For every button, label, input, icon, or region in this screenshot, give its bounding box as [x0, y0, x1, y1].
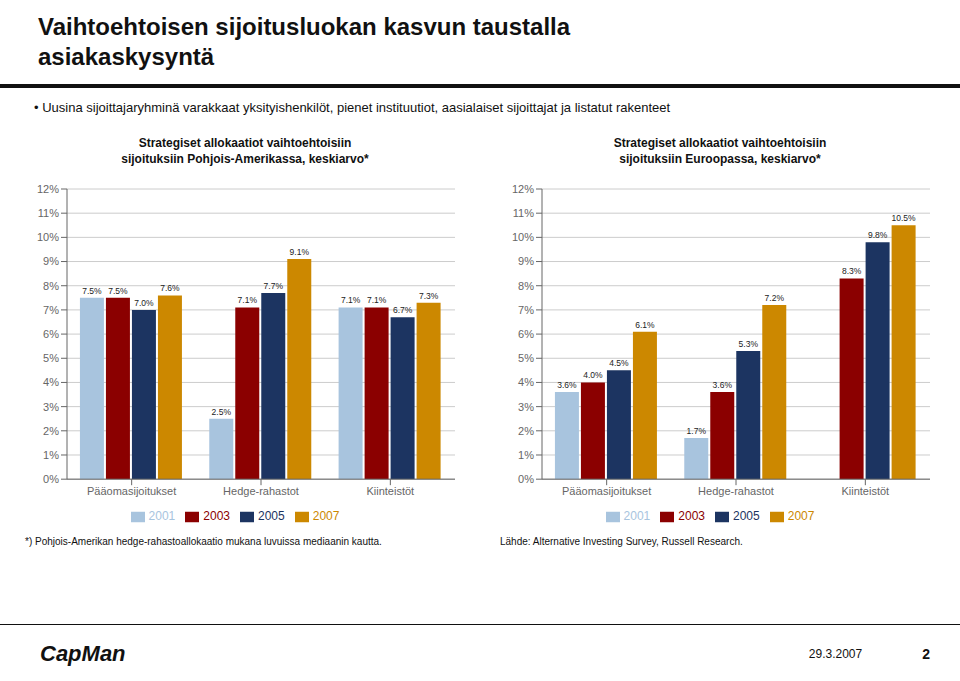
svg-text:2%: 2% — [518, 425, 534, 437]
html-text:CapMan: CapMan — [40, 640, 126, 666]
svg-text:Kiinteistöt: Kiinteistöt — [366, 485, 414, 497]
svg-text:5.3%: 5.3% — [739, 339, 759, 349]
svg-text:3%: 3% — [518, 401, 534, 413]
svg-text:6%: 6% — [518, 328, 534, 340]
svg-text:8%: 8% — [43, 280, 59, 292]
svg-text:Hedge-rahastot: Hedge-rahastot — [223, 485, 299, 497]
svg-text:1%: 1% — [43, 449, 59, 461]
svg-text:Kiinteistöt: Kiinteistöt — [841, 485, 889, 497]
svg-text:11%: 11% — [513, 207, 534, 219]
html-text:2003: 2003 — [203, 509, 230, 524]
svg-text:7.7%: 7.7% — [264, 281, 284, 291]
svg-text:Pääomasijoitukset: Pääomasijoitukset — [87, 485, 176, 497]
svg-text:10.5%: 10.5% — [892, 213, 917, 223]
svg-text:5%: 5% — [43, 352, 59, 364]
html-text:Strategiset allokaatiot vaihto: Strategiset allokaatiot vaihtoehtoisiin … — [613, 136, 827, 166]
html-text:2: 2 — [922, 645, 930, 662]
svg-text:3.6%: 3.6% — [713, 380, 733, 390]
svg-text:7.6%: 7.6% — [160, 283, 180, 293]
svg-text:3.6%: 3.6% — [557, 380, 577, 390]
svg-text:7.3%: 7.3% — [419, 291, 439, 301]
svg-text:5%: 5% — [518, 352, 534, 364]
svg-text:11%: 11% — [38, 207, 59, 219]
svg-text:7.2%: 7.2% — [765, 293, 785, 303]
html-text:2001: 2001 — [623, 509, 651, 524]
svg-text:Hedge-rahastot: Hedge-rahastot — [698, 485, 774, 497]
svg-text:6.7%: 6.7% — [393, 305, 413, 315]
svg-text:2.5%: 2.5% — [212, 407, 232, 417]
svg-text:4%: 4% — [518, 376, 534, 388]
svg-text:7.5%: 7.5% — [82, 286, 102, 296]
svg-text:1.7%: 1.7% — [687, 426, 707, 436]
html-text:2005: 2005 — [258, 509, 285, 524]
html-text:2007: 2007 — [787, 509, 815, 524]
html-text:2003: 2003 — [678, 509, 705, 524]
svg-text:9.8%: 9.8% — [868, 230, 888, 240]
html-text:Vaihtoehtoisen sijoitusluokan: Vaihtoehtoisen sijoitusluokan kasvun tau… — [38, 13, 571, 70]
svg-text:0%: 0% — [518, 473, 534, 485]
svg-text:Pääomasijoitukset: Pääomasijoitukset — [562, 485, 651, 497]
svg-text:2%: 2% — [43, 425, 59, 437]
svg-text:4%: 4% — [43, 376, 59, 388]
svg-text:9%: 9% — [43, 255, 59, 267]
svg-text:4.5%: 4.5% — [609, 358, 629, 368]
svg-text:6%: 6% — [43, 328, 59, 340]
html-text:Strategiset allokaatiot vaihto: Strategiset allokaatiot vaihtoehtoisiin … — [121, 136, 369, 166]
svg-text:7.0%: 7.0% — [134, 298, 154, 308]
html-text:• Uusina sijoittajaryhminä var: • Uusina sijoittajaryhminä varakkaat yks… — [34, 100, 671, 115]
svg-text:7.1%: 7.1% — [367, 295, 387, 305]
svg-text:8.3%: 8.3% — [842, 266, 862, 276]
html-text:29.3.2007: 29.3.2007 — [808, 646, 863, 661]
svg-text:12%: 12% — [512, 183, 534, 195]
html-text:Lähde: Alternative Investing S: Lähde: Alternative Investing Survey, Rus… — [500, 536, 743, 547]
svg-text:8%: 8% — [518, 280, 534, 292]
svg-text:7%: 7% — [518, 304, 534, 316]
svg-text:9.1%: 9.1% — [290, 247, 310, 257]
svg-text:7%: 7% — [43, 304, 59, 316]
svg-text:3%: 3% — [43, 401, 59, 413]
svg-text:6.1%: 6.1% — [635, 320, 655, 330]
html-text:*) Pohjois-Amerikan hedge-raha: *) Pohjois-Amerikan hedge-rahastoallokaa… — [25, 536, 382, 547]
svg-text:7.5%: 7.5% — [108, 286, 128, 296]
svg-text:9%: 9% — [518, 255, 534, 267]
svg-text:7.1%: 7.1% — [238, 295, 258, 305]
svg-text:12%: 12% — [37, 183, 59, 195]
svg-text:10%: 10% — [37, 231, 59, 243]
html-text:2005: 2005 — [733, 509, 760, 524]
html-text:2007: 2007 — [312, 509, 340, 524]
svg-text:4.0%: 4.0% — [583, 370, 603, 380]
svg-text:1%: 1% — [518, 449, 534, 461]
svg-text:0%: 0% — [43, 473, 59, 485]
html-text:2001: 2001 — [148, 509, 176, 524]
svg-text:7.1%: 7.1% — [341, 295, 361, 305]
svg-text:10%: 10% — [512, 231, 534, 243]
